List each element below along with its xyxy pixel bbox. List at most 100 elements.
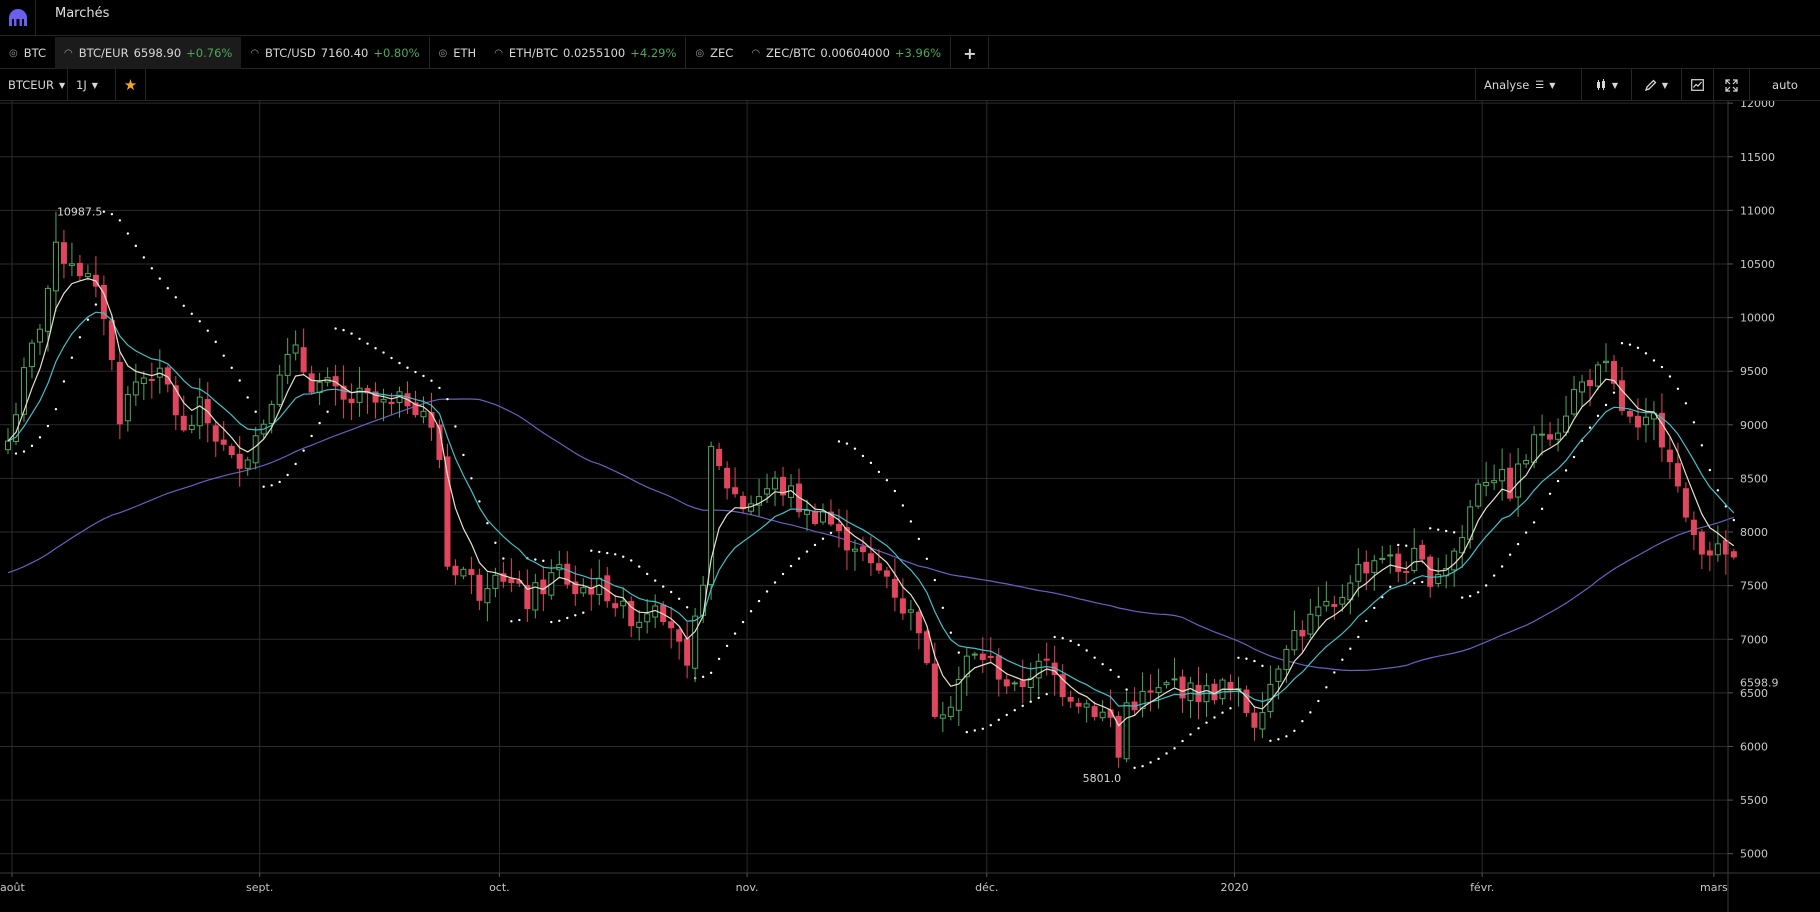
- psar-dot: [669, 590, 673, 594]
- psar-dot: [1133, 766, 1136, 770]
- fullscreen-button[interactable]: [1714, 69, 1750, 101]
- candle: [596, 559, 603, 606]
- candle-body: [148, 378, 155, 381]
- candle-body: [1355, 564, 1362, 582]
- favorite-star-button[interactable]: ★: [116, 69, 146, 101]
- candle-body: [276, 374, 283, 406]
- candle-body: [1555, 432, 1562, 440]
- ticker-change: +0.76%: [186, 46, 233, 60]
- candle-body: [859, 546, 866, 553]
- ticker-tab-btc-eur[interactable]: ◠ BTC/EUR 6598.90 +0.76%: [55, 37, 242, 69]
- ticker-tab-zec-btc[interactable]: ◠ ZEC/BTC 0.00604000 +3.96%: [742, 37, 952, 69]
- candle-body: [1379, 557, 1386, 560]
- extreme-price-label: 5801.0: [1083, 772, 1122, 785]
- candle-body: [1475, 483, 1482, 507]
- candle-body: [1547, 434, 1554, 440]
- psar-dot: [438, 386, 441, 390]
- candle-body: [1666, 449, 1673, 463]
- psar-dot: [933, 578, 937, 582]
- candle-body: [1147, 690, 1154, 693]
- interval-select[interactable]: 1J ▼: [68, 69, 116, 101]
- psar-dot: [1365, 619, 1368, 623]
- candle-body: [1363, 561, 1370, 574]
- psar-dot: [518, 618, 521, 622]
- candle-body: [835, 524, 842, 532]
- ticker-tab-btc[interactable]: ◎ BTC: [0, 37, 55, 69]
- analysis-menu[interactable]: Analyse ☰ ▼: [1475, 69, 1582, 101]
- psar-dot: [1309, 711, 1312, 714]
- candle-body: [1027, 677, 1034, 689]
- ticker-name: ZEC/BTC: [766, 46, 816, 60]
- candle-body: [52, 241, 59, 292]
- candle-body: [20, 367, 27, 415]
- candle-body: [1610, 361, 1617, 384]
- drawing-tools-menu[interactable]: ▼: [1632, 69, 1682, 101]
- candle: [212, 420, 219, 457]
- psar-dot: [118, 219, 122, 222]
- candle: [68, 242, 75, 277]
- psar-dot: [550, 620, 553, 624]
- psar-dot: [1612, 391, 1616, 394]
- candle: [1267, 665, 1274, 718]
- scale-mode-button[interactable]: auto: [1750, 69, 1820, 101]
- candle: [116, 352, 123, 440]
- psar-dot: [174, 296, 177, 299]
- psar-dot: [358, 337, 361, 340]
- candle-body: [1603, 360, 1609, 364]
- kraken-logo-icon[interactable]: [0, 0, 36, 36]
- psar-dot: [222, 354, 225, 357]
- psar-dot: [326, 410, 329, 413]
- psar-dot: [446, 397, 449, 401]
- candle: [300, 328, 307, 376]
- add-ticker-button[interactable]: +: [951, 37, 990, 69]
- ticker-tab-btc-usd[interactable]: ◠ BTC/USD 7160.40 +0.80%: [241, 37, 430, 69]
- ticker-tab-eth[interactable]: ◎ ETH: [430, 37, 486, 69]
- candle: [899, 578, 906, 620]
- ticker-name: ETH: [453, 46, 477, 60]
- candle: [979, 637, 986, 673]
- psar-dot: [1149, 761, 1152, 764]
- candle: [276, 364, 283, 407]
- candle: [819, 503, 826, 525]
- candle-body: [1083, 703, 1090, 708]
- candle-body: [1595, 364, 1602, 387]
- candlestick-chart[interactable]: 5000 5500 6000 6500 7000 7500 8000 8500 9000 9500…: [0, 101, 1820, 912]
- psar-dot: [1005, 713, 1008, 717]
- candle-body: [1187, 682, 1194, 702]
- psar-dot: [1716, 489, 1720, 492]
- psar-dot: [102, 210, 106, 213]
- psar-dot: [238, 379, 241, 382]
- candle: [851, 539, 858, 571]
- psar-dot: [1205, 721, 1208, 724]
- psar-dot: [1516, 542, 1520, 546]
- candle: [548, 559, 555, 600]
- psar-dot: [869, 461, 873, 465]
- candle: [604, 567, 611, 608]
- candle: [1059, 664, 1066, 707]
- markets-title[interactable]: Marchés: [55, 6, 110, 21]
- symbol-select[interactable]: BTCEUR ▼: [0, 69, 68, 101]
- screenshot-button[interactable]: [1682, 69, 1714, 101]
- psar-dot: [534, 558, 537, 561]
- candle-body: [915, 611, 922, 634]
- psar-dot: [1293, 729, 1296, 733]
- candle: [252, 426, 259, 470]
- chart-type-menu[interactable]: ▼: [1582, 69, 1632, 101]
- indicators-icon: ☰: [1535, 79, 1545, 91]
- candle: [1451, 548, 1458, 587]
- candle-body: [1698, 531, 1705, 555]
- candle: [1171, 657, 1178, 687]
- candle-body: [1259, 712, 1266, 730]
- candle: [835, 508, 842, 548]
- candle-body: [316, 381, 323, 393]
- candle-body: [1331, 603, 1338, 607]
- y-tick-label: 11000: [1740, 204, 1775, 217]
- candle: [732, 467, 739, 498]
- psar-dot: [398, 361, 401, 365]
- ticker-tab-eth-btc[interactable]: ◠ ETH/BTC 0.0255100 +4.29%: [485, 37, 687, 69]
- candle: [1483, 461, 1490, 497]
- y-tick-label: 5000: [1740, 848, 1768, 861]
- candle-body: [1642, 416, 1649, 426]
- ticker-tab-zec[interactable]: ◎ ZEC: [686, 37, 742, 69]
- candle-body: [1658, 412, 1665, 448]
